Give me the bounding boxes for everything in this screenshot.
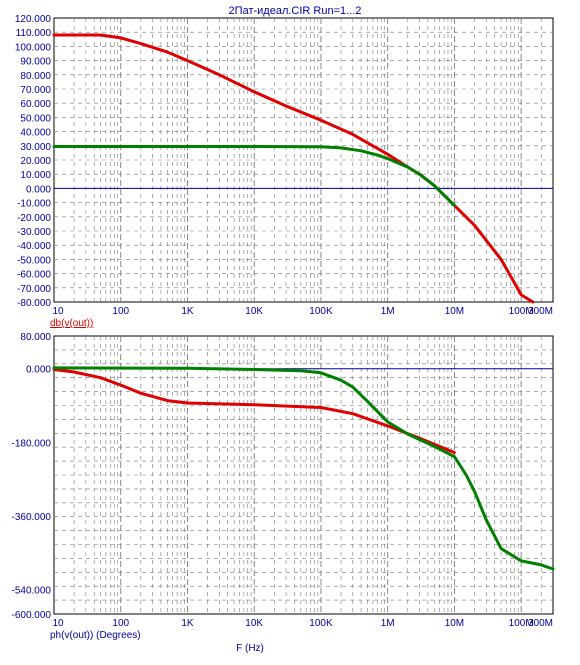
magnitude-x-tick-label: 10 [52, 306, 64, 317]
phase-x-tick-label: 100K [309, 618, 333, 629]
magnitude-y-tick-label: 50.000 [20, 113, 51, 124]
phase-x-tick-label: 1K [181, 618, 194, 629]
phase-y-tick-label: -540.000 [12, 585, 52, 596]
phase-y-tick-label: 80.000 [20, 332, 51, 343]
magnitude-panel: 120.000110.000100.00090.00080.00070.0006… [15, 14, 554, 329]
magnitude-y-tick-label: 20.000 [20, 156, 51, 167]
phase-series-2-line [52, 366, 555, 571]
magnitude-x-tick-label: 100K [309, 306, 333, 317]
phase-x-tick-label: 10M [445, 618, 464, 629]
phase-x-tick-label: 100M [509, 618, 534, 629]
magnitude-y-tick-label: -70.000 [17, 284, 51, 295]
chart-title: 2Пат-идеал.CIR Run=1...2 [229, 5, 362, 17]
magnitude-y-tick-label: -60.000 [17, 270, 51, 281]
phase-x-tick-label: 10K [245, 618, 263, 629]
magnitude-y-tick-label: 90.000 [20, 57, 51, 68]
phase-trace-label: ph(v(out)) (Degrees) [50, 630, 141, 641]
phase-panel: 80.000 0.000 -180.000 -360.000 -540.000 -600.… [12, 332, 555, 641]
phase-x-tick-label: 300M [528, 618, 553, 629]
magnitude-y-tick-label: 70.000 [20, 85, 51, 96]
phase-y-tick-label: -180.000 [12, 438, 52, 449]
magnitude-series-1-line [52, 33, 535, 304]
magnitude-trace-label: db(v(out)) [50, 318, 93, 329]
magnitude-y-tick-label: 30.000 [20, 142, 51, 153]
magnitude-y-tick-label: 40.000 [20, 128, 51, 139]
x-axis-title: F (Hz) [236, 643, 264, 654]
magnitude-y-tick-label: 10.000 [20, 170, 51, 181]
magnitude-y-tick-label: 0.000 [26, 184, 51, 195]
magnitude-y-tick-label: -80.000 [17, 298, 51, 309]
magnitude-y-tick-label: -30.000 [17, 227, 51, 238]
phase-x-tick-label: 10 [52, 618, 64, 629]
magnitude-x-tick-label: 300M [528, 306, 553, 317]
magnitude-x-tick-label: 100 [112, 306, 129, 317]
magnitude-y-tick-label: -50.000 [17, 255, 51, 266]
magnitude-y-tick-label: -40.000 [17, 241, 51, 252]
magnitude-y-tick-label: 80.000 [20, 71, 51, 82]
magnitude-y-tick-label: 120.000 [15, 14, 52, 25]
phase-x-tick-label: 100 [112, 618, 129, 629]
phase-y-tick-label: -360.000 [12, 512, 52, 523]
magnitude-y-tick-label: 110.000 [16, 28, 52, 39]
magnitude-y-tick-label: -10.000 [17, 199, 51, 210]
magnitude-y-tick-label: 60.000 [20, 99, 51, 110]
phase-y-tick-label: 0.000 [26, 365, 51, 376]
magnitude-x-tick-label: 1M [381, 306, 395, 317]
magnitude-x-tick-label: 10M [445, 306, 464, 317]
magnitude-series-2-line [52, 145, 456, 207]
phase-x-tick-label: 1M [381, 618, 395, 629]
magnitude-x-tick-label: 1K [181, 306, 194, 317]
magnitude-x-tick-label: 100M [509, 306, 534, 317]
magnitude-x-tick-label: 10K [245, 306, 263, 317]
phase-y-tick-label: -600.000 [12, 610, 52, 621]
magnitude-y-tick-label: 100.000 [15, 42, 52, 53]
magnitude-y-tick-label: -20.000 [17, 213, 51, 224]
